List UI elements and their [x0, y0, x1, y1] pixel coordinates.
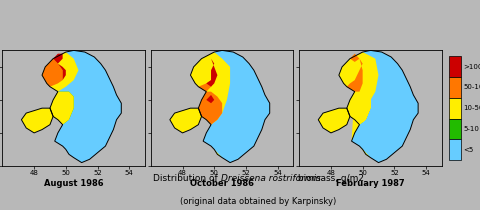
- Polygon shape: [42, 52, 79, 125]
- Polygon shape: [42, 59, 63, 87]
- Polygon shape: [318, 108, 350, 133]
- Text: 5-10: 5-10: [464, 126, 480, 132]
- Polygon shape: [170, 108, 202, 133]
- Polygon shape: [170, 108, 202, 133]
- Text: >100: >100: [464, 64, 480, 70]
- Text: biomass, g/m2: biomass, g/m2: [295, 174, 364, 183]
- Bar: [449, 56, 461, 77]
- X-axis label: February 1987: February 1987: [336, 179, 405, 188]
- X-axis label: August 1986: August 1986: [44, 179, 104, 188]
- Text: Dreissena rostriformis: Dreissena rostriformis: [221, 174, 321, 183]
- Polygon shape: [206, 59, 217, 87]
- Polygon shape: [198, 59, 214, 92]
- Text: Distribution of: Distribution of: [153, 174, 221, 183]
- Polygon shape: [347, 54, 363, 92]
- Text: (original data obtained by Karpinsky): (original data obtained by Karpinsky): [180, 197, 336, 206]
- Bar: [449, 139, 461, 160]
- Polygon shape: [191, 50, 270, 163]
- Bar: [449, 98, 461, 118]
- Polygon shape: [53, 54, 63, 64]
- Polygon shape: [50, 64, 66, 87]
- Text: 10-50: 10-50: [464, 105, 480, 111]
- Polygon shape: [339, 50, 418, 163]
- Polygon shape: [22, 108, 53, 133]
- Polygon shape: [22, 108, 53, 133]
- Polygon shape: [347, 92, 371, 125]
- X-axis label: October 1986: October 1986: [190, 179, 254, 188]
- Text: 50-100: 50-100: [464, 84, 480, 90]
- Polygon shape: [339, 52, 379, 158]
- Text: <5: <5: [464, 147, 474, 153]
- Polygon shape: [206, 95, 214, 103]
- Polygon shape: [50, 92, 74, 133]
- Polygon shape: [191, 52, 230, 158]
- Bar: [449, 118, 461, 139]
- Bar: [449, 77, 461, 98]
- Polygon shape: [198, 92, 222, 125]
- Polygon shape: [318, 108, 350, 133]
- Polygon shape: [42, 50, 121, 163]
